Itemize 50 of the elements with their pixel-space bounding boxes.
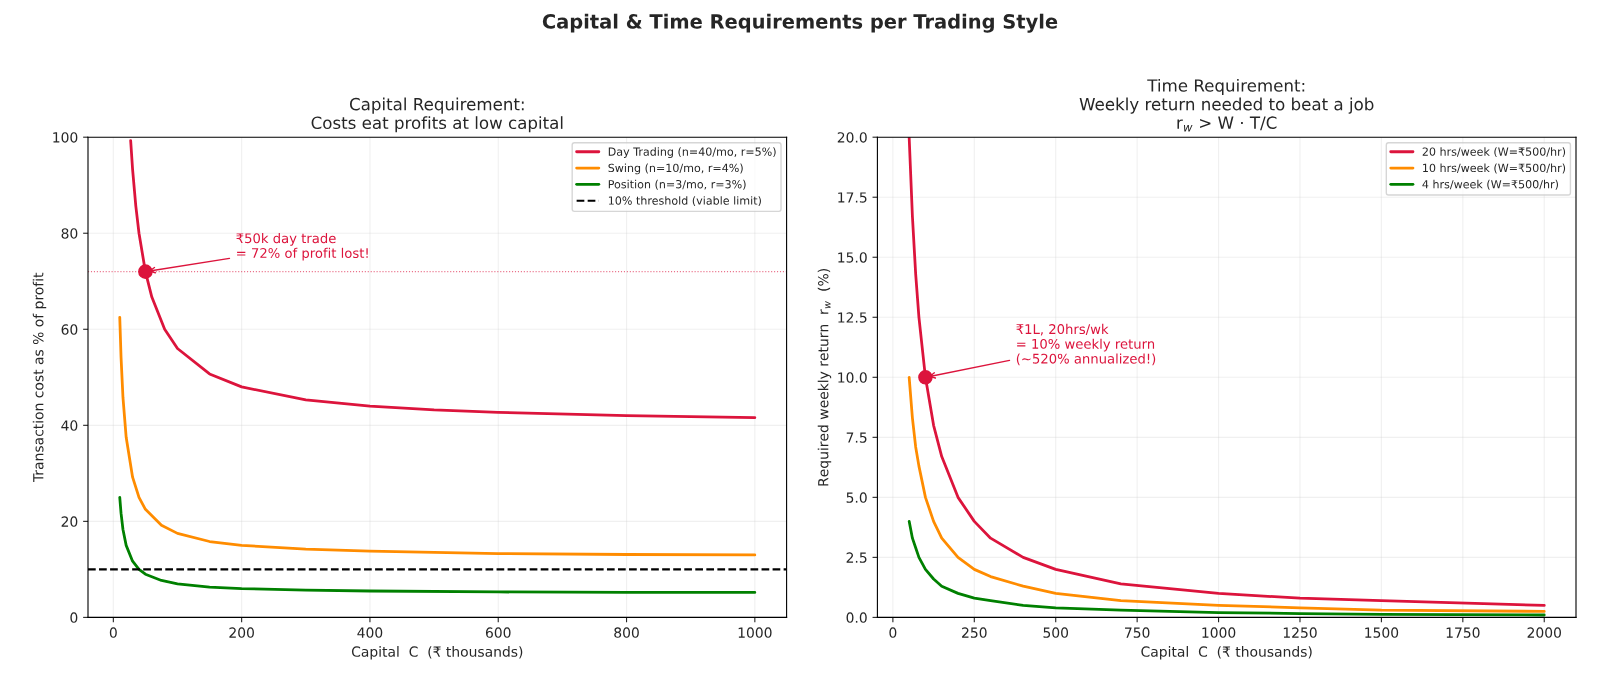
text: Capital & Time Requirements per Trading Style [542, 13, 1058, 33]
y-tick-label: 40 [61, 420, 78, 431]
x-tick-label: 2000 [1527, 627, 1561, 638]
x-tick-label: 400 [357, 627, 383, 638]
x-tick-label: 750 [1125, 627, 1150, 638]
x-axis-title: Capital C (₹ thousands) [1141, 646, 1312, 660]
x-tick-label: 0 [889, 627, 897, 638]
x-tick-label: 1000 [1202, 627, 1236, 638]
y-tick-label: 12.5 [838, 312, 867, 323]
line-series [907, 519, 1546, 617]
x-tick-label: 250 [962, 627, 987, 638]
x-tick-label: 600 [485, 627, 511, 638]
line-series [118, 315, 757, 557]
x-tick-label: 1750 [1446, 627, 1480, 638]
x-axis-title: Capital C (₹ thousands) [351, 646, 523, 660]
x-tick-label: 500 [1043, 627, 1069, 638]
y-tick-label: 60 [61, 324, 78, 335]
x-tick-label: 800 [614, 627, 639, 638]
y-axis-title: Required weekly return r$_{w}$ (%) [817, 269, 832, 486]
x-tick-label: 1500 [1365, 627, 1399, 638]
y-axis-title: Transaction cost as % of profit [32, 272, 47, 483]
legend-label: 10% threshold (viable limit) [608, 196, 761, 207]
legend-label: 10 hrs/week (W=₹500/hr) [1423, 163, 1566, 174]
y-tick-label: 17.5 [838, 192, 867, 203]
y-tick-label: 5.0 [846, 492, 867, 503]
y-tick-label: 0.0 [846, 612, 867, 623]
y-tick-label: 15.0 [838, 252, 867, 263]
y-tick-label: 0 [70, 612, 78, 623]
legend-label: Position (n=3/mo, r=3%) [608, 179, 746, 190]
y-tick-label: 7.5 [846, 432, 867, 443]
y-tick-label: 2.5 [846, 552, 867, 563]
legend-label: 20 hrs/week (W=₹500/hr) [1422, 147, 1566, 158]
x-tick-label: 0 [109, 627, 117, 638]
chart-title: Time Requirement: Weekly return needed to beat a job r$_{w}$ > W · T/C [1079, 78, 1374, 132]
legend-label: 4 hrs/week (W=₹500/hr) [1422, 179, 1558, 190]
chart-title: Capital Requirement: Costs eat profits at low capital [311, 97, 563, 133]
y-tick-label: 100 [53, 132, 78, 143]
x-tick-label: 1000 [738, 627, 772, 638]
x-tick-label: 200 [229, 627, 254, 638]
annotation: ₹1L, 20hrs/wk = 10% weekly return (~520% annualized!) [1016, 323, 1156, 366]
line-series [118, 495, 757, 594]
line-series [907, 375, 1546, 613]
x-tick-label: 1250 [1283, 627, 1317, 638]
y-tick-label: 20.0 [837, 132, 867, 143]
y-tick-label: 80 [61, 228, 78, 239]
y-tick-label: 10.0 [838, 372, 867, 383]
y-tick-label: 20 [61, 516, 78, 527]
annotation: ₹50k day trade = 72% of profit lost! [236, 233, 368, 261]
legend-label: Day Trading (n=40/mo, r=5%) [608, 147, 776, 158]
legend-label: Swing (n=10/mo, r=4%) [608, 163, 743, 175]
